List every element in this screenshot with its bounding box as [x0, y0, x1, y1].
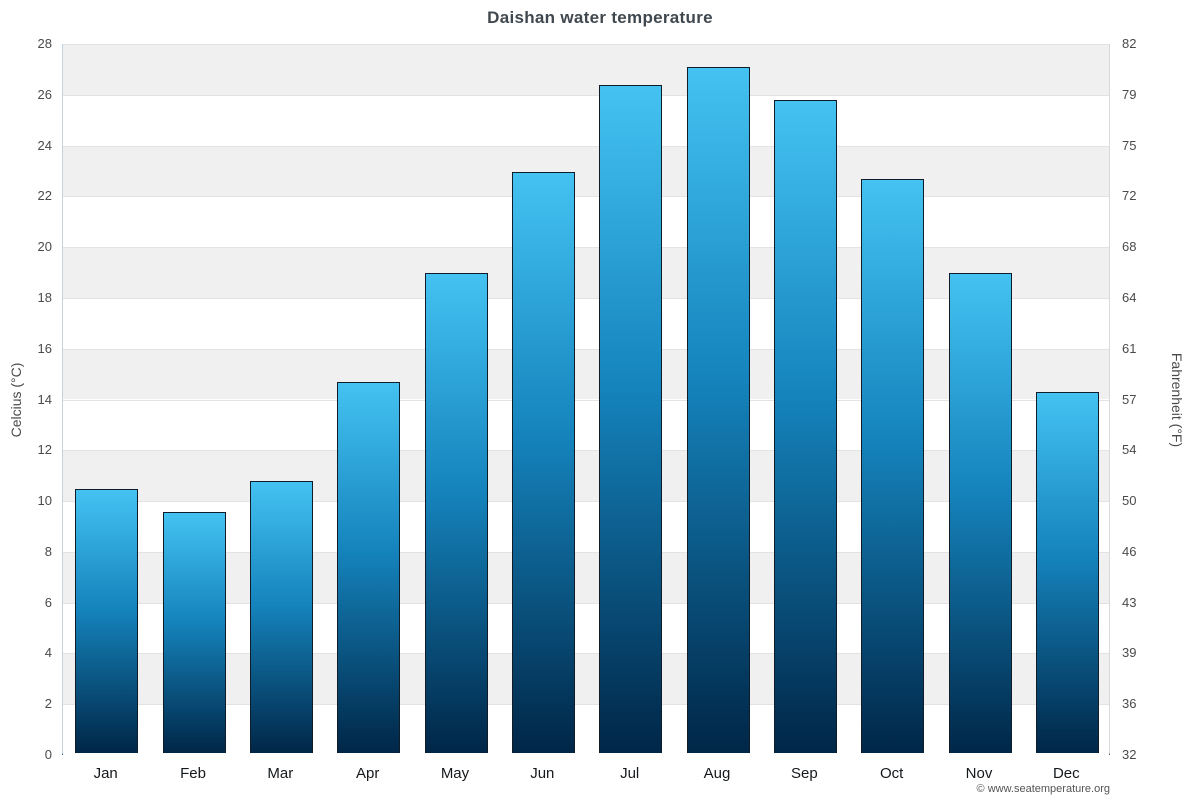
- plot-band: [63, 196, 1109, 248]
- y-tick-label-celsius: 16: [37, 340, 52, 356]
- gridline: [63, 501, 1109, 503]
- bar-nov[interactable]: [948, 273, 1012, 753]
- chart-title: Daishan water temperature: [487, 8, 713, 27]
- y-tick-label-fahrenheit: 75: [1122, 137, 1137, 153]
- y-tick-label-fahrenheit: 43: [1122, 594, 1137, 610]
- gridline: [63, 602, 1109, 604]
- plot-band: [63, 399, 1109, 451]
- gridline: [63, 297, 1109, 299]
- y-tick-label-celsius: 10: [37, 493, 52, 509]
- bar-oct[interactable]: [861, 179, 925, 753]
- plot-band: [63, 704, 1109, 755]
- y-tick-label-celsius: 12: [37, 442, 52, 458]
- x-tick-label-apr: Apr: [355, 765, 380, 782]
- y-tick-label-celsius: 2: [44, 696, 52, 712]
- gridline: [63, 704, 1109, 706]
- y-tick-label-fahrenheit: 39: [1122, 645, 1137, 661]
- plot-area: [62, 44, 1110, 755]
- bar-jul[interactable]: [599, 85, 663, 753]
- x-tick-label-dec: Dec: [1052, 765, 1080, 782]
- x-tick-label-jul: Jul: [620, 765, 640, 782]
- y-tick-label-fahrenheit: 32: [1122, 747, 1137, 762]
- x-tick-label-aug: Aug: [703, 765, 731, 782]
- plot-band: [63, 450, 1109, 502]
- bar-aug[interactable]: [686, 67, 750, 753]
- y-axis-title-fahrenheit: Fahrenheit (°F): [1169, 352, 1185, 448]
- gridline: [63, 145, 1109, 147]
- plot-band: [63, 551, 1109, 603]
- x-tick-label-sep: Sep: [790, 765, 818, 782]
- y-tick-label-fahrenheit: 36: [1122, 696, 1137, 712]
- y-tick-label-celsius: 0: [44, 747, 52, 762]
- bar-dec[interactable]: [1035, 392, 1099, 753]
- y-tick-label-fahrenheit: 54: [1122, 442, 1137, 458]
- y-tick-label-celsius: 4: [44, 645, 52, 661]
- x-tick-label-jun: Jun: [530, 765, 555, 782]
- y-tick-label-celsius: 14: [37, 391, 52, 407]
- gridline: [63, 247, 1109, 249]
- x-tick-label-may: May: [440, 765, 470, 782]
- y-tick-label-celsius: 6: [44, 594, 52, 610]
- gridline: [63, 44, 1109, 45]
- y-tick-label-celsius: 18: [37, 289, 52, 305]
- plot-band: [63, 501, 1109, 552]
- plot-band: [63, 44, 1109, 95]
- bar-feb[interactable]: [162, 511, 226, 753]
- gridline: [63, 399, 1109, 401]
- x-tick-label-jan: Jan: [93, 765, 118, 782]
- gridline: [63, 348, 1109, 350]
- y-tick-label-fahrenheit: 64: [1122, 289, 1137, 305]
- bar-mar[interactable]: [249, 481, 313, 753]
- plot-band: [63, 348, 1109, 400]
- y-tick-label-fahrenheit: 68: [1122, 239, 1137, 255]
- y-tick-label-celsius: 8: [44, 543, 52, 559]
- y-tick-label-fahrenheit: 82: [1122, 36, 1137, 51]
- x-tick-label-nov: Nov: [965, 765, 993, 782]
- bar-may[interactable]: [424, 273, 488, 753]
- bar-jan[interactable]: [75, 488, 139, 753]
- plot-band: [63, 145, 1109, 197]
- bar-jun[interactable]: [511, 171, 575, 753]
- x-tick-label-feb: Feb: [180, 765, 206, 782]
- y-tick-label-fahrenheit: 61: [1122, 340, 1137, 356]
- copyright-credit: © www.seatemperature.org: [976, 783, 1110, 795]
- y-tick-label-fahrenheit: 46: [1122, 543, 1137, 559]
- gridline: [63, 450, 1109, 452]
- y-tick-label-celsius: 22: [37, 188, 52, 204]
- gridline: [63, 94, 1109, 96]
- x-tick-label-mar: Mar: [267, 765, 294, 782]
- plot-band: [63, 94, 1109, 146]
- plot-band: [63, 297, 1109, 349]
- y-tick-label-fahrenheit: 57: [1122, 391, 1137, 407]
- plot-band: [63, 602, 1109, 654]
- y-tick-label-fahrenheit: 79: [1122, 86, 1137, 102]
- bar-sep[interactable]: [773, 100, 837, 753]
- y-tick-label-fahrenheit: 50: [1122, 493, 1137, 509]
- y-tick-label-celsius: 28: [37, 36, 52, 51]
- plot-band: [63, 247, 1109, 298]
- x-tick-label-oct: Oct: [879, 765, 904, 782]
- y-tick-label-celsius: 24: [37, 137, 52, 153]
- y-tick-label-celsius: 20: [37, 239, 52, 255]
- bar-apr[interactable]: [337, 382, 401, 753]
- plot-band: [63, 653, 1109, 705]
- y-tick-label-fahrenheit: 72: [1122, 188, 1137, 204]
- gridline: [63, 653, 1109, 655]
- gridline: [63, 551, 1109, 553]
- y-tick-label-celsius: 26: [37, 86, 52, 102]
- gridline: [63, 196, 1109, 198]
